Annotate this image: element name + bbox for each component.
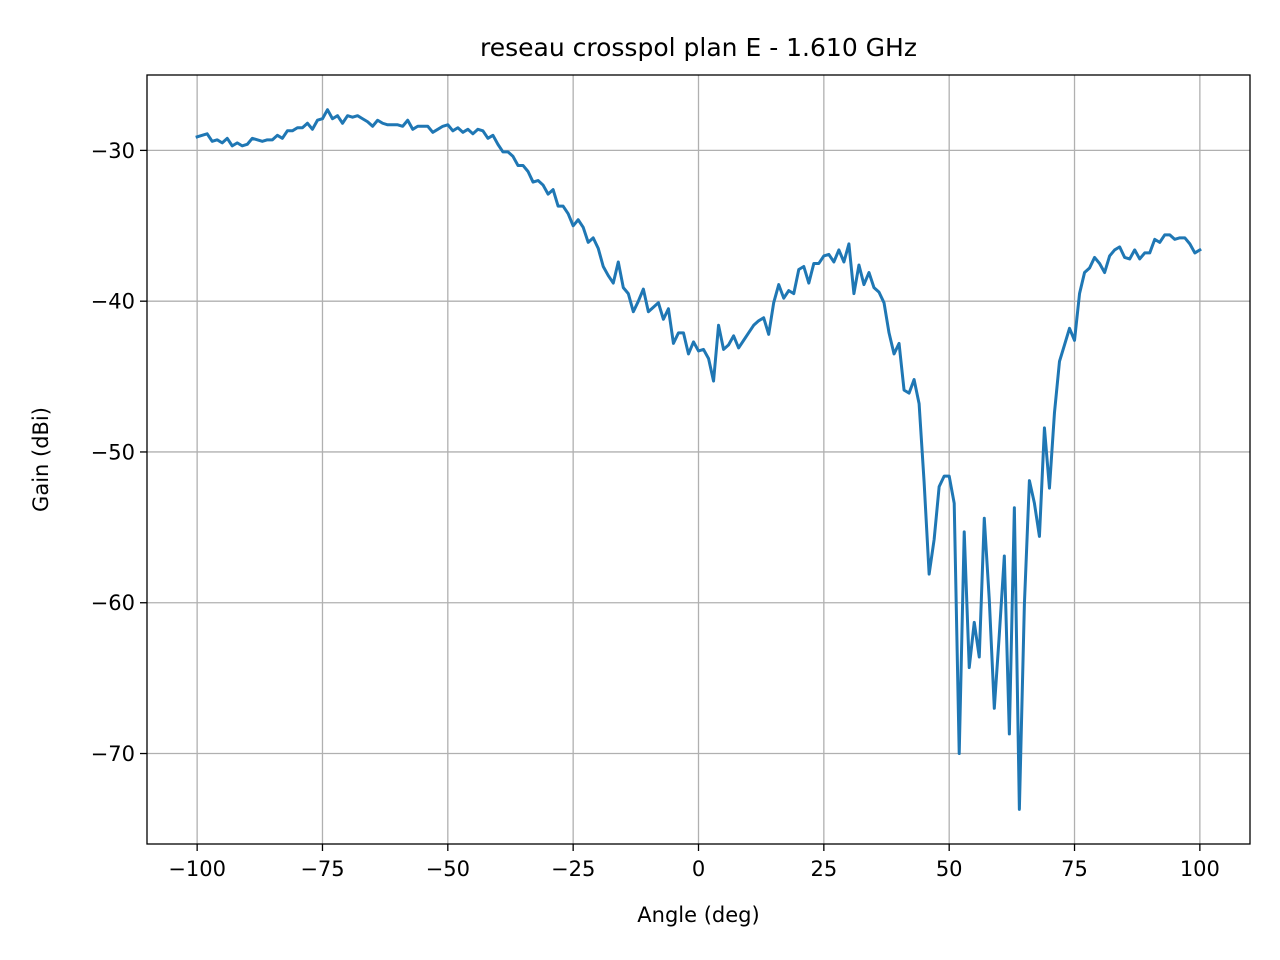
- series-layer: [195, 108, 1202, 811]
- series-line: [195, 108, 1202, 811]
- y-tick-label: −50: [91, 440, 135, 464]
- x-tick-label: −100: [168, 857, 226, 881]
- chart-title: reseau crosspol plan E - 1.610 GHz: [480, 33, 917, 62]
- x-axis-label: Angle (deg): [637, 903, 759, 927]
- x-tick-label: 0: [692, 857, 705, 881]
- y-axis-ticks: −30 −40 −50 −60 −70: [91, 139, 147, 766]
- y-axis-label: Gain (dBi): [29, 407, 53, 512]
- x-axis-ticks: −100 −75 −50 −25 0 25 50 75 100: [168, 844, 1220, 881]
- grid: [147, 75, 1250, 844]
- y-tick-label: −40: [91, 290, 135, 314]
- y-tick-label: −70: [91, 742, 135, 766]
- x-tick-label: 50: [936, 857, 963, 881]
- y-tick-label: −60: [91, 591, 135, 615]
- x-tick-label: −50: [426, 857, 470, 881]
- y-tick-label: −30: [91, 139, 135, 163]
- x-tick-label: 100: [1180, 857, 1220, 881]
- x-tick-label: −75: [300, 857, 344, 881]
- x-tick-label: 25: [810, 857, 837, 881]
- x-tick-label: −25: [551, 857, 595, 881]
- x-tick-label: 75: [1061, 857, 1088, 881]
